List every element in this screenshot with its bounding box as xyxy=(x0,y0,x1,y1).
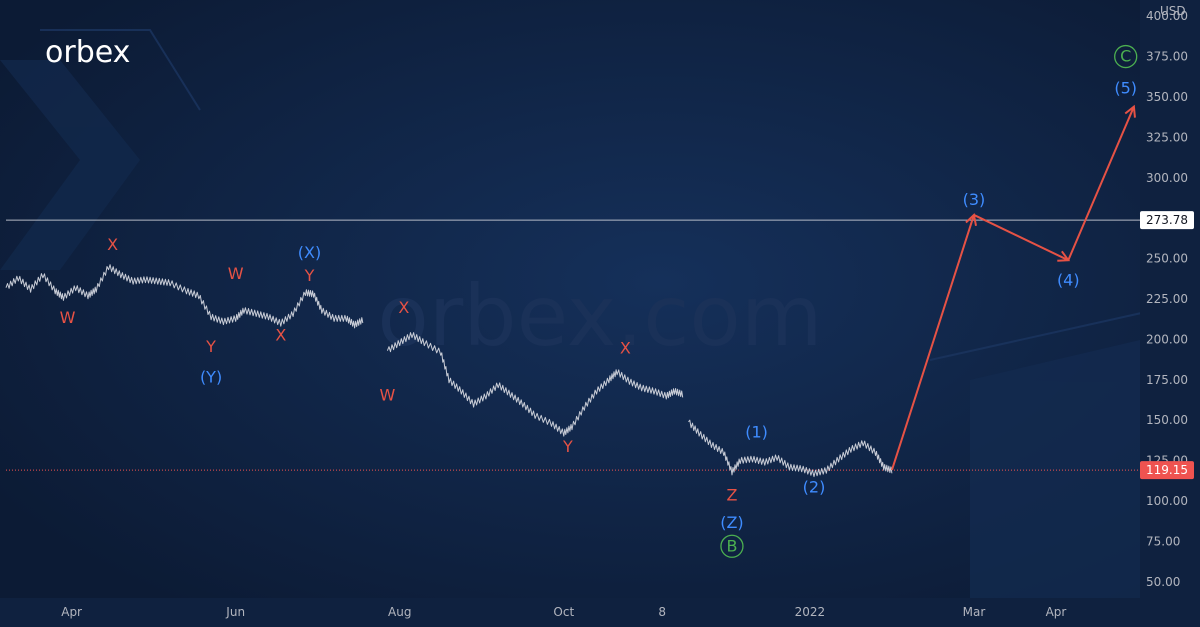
time-tick-label: Oct xyxy=(553,605,574,619)
price-tick-label: 100.00 xyxy=(1146,494,1188,508)
projection-arrowhead xyxy=(1124,104,1136,118)
price-axis-panel[interactable] xyxy=(1140,0,1200,627)
projection-segment[interactable] xyxy=(973,214,1069,262)
price-tick-label: 150.00 xyxy=(1146,413,1188,427)
price-line[interactable] xyxy=(386,332,684,437)
price-tick-label: 325.00 xyxy=(1146,130,1188,144)
price-axis: 50.0075.00100.00125.00150.00175.00200.00… xyxy=(1146,9,1188,589)
wave-label: (5) xyxy=(1114,78,1137,97)
time-tick-label: 8 xyxy=(658,605,666,619)
circled-wave-marker xyxy=(720,534,744,558)
price-levels xyxy=(6,219,1140,471)
time-tick-label: Jun xyxy=(225,605,245,619)
wave-label: (1) xyxy=(745,423,768,442)
circled-wave-marker xyxy=(1114,44,1138,69)
wave-labels: W X Y (Y) W X (X) Y X W Y X (1) Z (Z) (2) (3) (4) (5) B C xyxy=(60,44,1138,558)
wave-label: Y xyxy=(304,266,315,285)
time-tick-label: Apr xyxy=(1046,605,1067,619)
price-level-tag[interactable] xyxy=(1140,461,1194,480)
time-tick-label: 2022 xyxy=(795,605,826,619)
brand-logo: orbex xyxy=(45,35,130,70)
wave-label: X xyxy=(398,298,409,317)
wave-label: W xyxy=(380,385,396,404)
price-tick-label: 250.00 xyxy=(1146,252,1188,266)
wave-label: W xyxy=(228,264,244,283)
price-tick-label: 350.00 xyxy=(1146,90,1188,104)
price-line[interactable] xyxy=(688,419,893,478)
price-level-tag-label: 273.78 xyxy=(1146,213,1188,227)
time-tick-label: Aug xyxy=(388,605,411,619)
wave-label: Y xyxy=(562,437,573,456)
wave-label: (2) xyxy=(803,477,826,496)
price-tick-label: 300.00 xyxy=(1146,171,1188,185)
currency-label: USD xyxy=(1160,4,1186,18)
circled-wave-label: C xyxy=(1120,47,1131,66)
wave-projection xyxy=(890,104,1136,471)
watermark-text: orbex.com xyxy=(377,267,822,365)
wave-label: (X) xyxy=(298,243,321,262)
time-axis: Apr Jun Aug Oct 8 2022 Mar Apr xyxy=(61,605,1066,619)
price-level-tag-label: 119.15 xyxy=(1146,463,1188,477)
price-tick-label: 175.00 xyxy=(1146,373,1188,387)
price-series xyxy=(5,264,893,478)
circled-wave-label: B xyxy=(726,536,737,555)
time-tick-label: Mar xyxy=(963,605,986,619)
wave-label: (4) xyxy=(1057,271,1080,290)
wave-label: Y xyxy=(205,337,216,356)
price-tick-label: 50.00 xyxy=(1146,575,1180,589)
background-decoration xyxy=(0,29,1200,627)
price-tick-label: 200.00 xyxy=(1146,332,1188,346)
price-level-tags: 273.78 119.15 xyxy=(1140,211,1194,480)
price-tick-label: 225.00 xyxy=(1146,292,1188,306)
time-axis-panel[interactable] xyxy=(0,598,1140,627)
wave-label: (Y) xyxy=(200,368,222,387)
wave-label: X xyxy=(107,235,118,254)
price-tick-label: 75.00 xyxy=(1146,534,1180,548)
wave-label: X xyxy=(275,326,286,345)
price-line[interactable] xyxy=(5,264,364,329)
wave-label: W xyxy=(60,308,76,327)
wave-label: Z xyxy=(726,486,737,505)
projection-segment[interactable] xyxy=(1067,106,1135,261)
price-tick-label: 400.00 xyxy=(1146,9,1188,23)
projection-segment[interactable] xyxy=(890,214,975,471)
time-tick-label: Apr xyxy=(61,605,82,619)
price-tick-label: 375.00 xyxy=(1146,50,1188,64)
price-level-tag[interactable] xyxy=(1140,211,1194,230)
wave-label: (Z) xyxy=(720,513,743,532)
logo-text: orbex xyxy=(45,35,130,70)
wave-label: (3) xyxy=(963,190,986,209)
wave-label: X xyxy=(620,338,631,357)
